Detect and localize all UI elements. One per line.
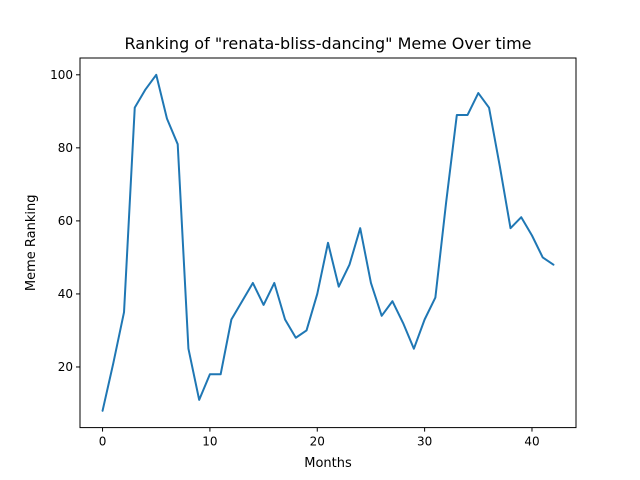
x-tick-label: 10 [202,435,217,449]
y-tick-label: 60 [58,214,73,228]
axis-ticks: 0 10 20 30 40 20 40 60 80 100 [50,68,540,449]
series-line [101,73,555,412]
x-tick-label: 30 [417,435,432,449]
y-tick-label: 20 [58,360,73,374]
plot-frame [79,57,577,429]
x-tick-label: 0 [99,435,107,449]
y-tick-label: 100 [50,68,73,82]
x-axis-label: Months [304,456,352,471]
x-tick-label: 20 [310,435,325,449]
x-tick-label: 40 [524,435,539,449]
y-tick-label: 40 [58,287,73,301]
chart-title: Ranking of "renata-bliss-dancing" Meme O… [125,34,532,53]
y-axis-label: Meme Ranking [24,195,39,292]
y-tick-label: 80 [58,141,73,155]
